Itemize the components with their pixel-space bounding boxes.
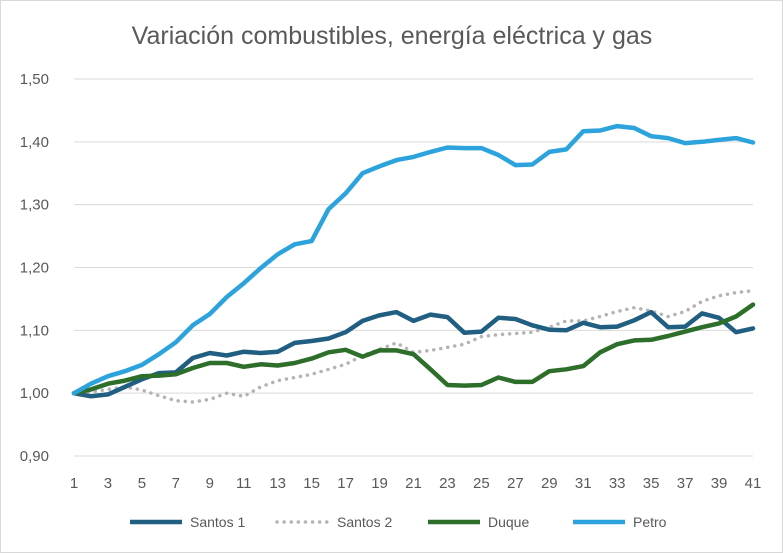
series-line-duque [71,302,756,396]
legend: Santos 1 Santos 2 Duque Petro [130,514,667,530]
x-tick-label: 1 [70,475,78,492]
x-tick-label: 3 [104,475,112,492]
y-tick-label: 1,00 [20,385,49,402]
x-tick-label: 19 [371,475,388,492]
x-tick-label: 33 [609,475,626,492]
x-tick-label: 41 [745,475,762,492]
x-tick-label: 15 [303,475,320,492]
legend-label: Santos 1 [190,514,245,530]
chart-title: Variación combustibles, energía eléctric… [132,22,653,50]
series-line-santos-1 [71,309,756,399]
legend-label: Petro [633,514,667,530]
y-tick-label: 1,50 [20,71,49,88]
x-tick-label: 25 [473,475,490,492]
x-tick-label: 31 [575,475,592,492]
x-tick-label: 13 [269,475,286,492]
x-tick-label: 7 [172,475,180,492]
x-tick-label: 5 [138,475,146,492]
y-axis-ticks: 0,90 1,00 1,10 1,20 1,30 1,40 1,50 [20,71,49,465]
x-tick-label: 37 [677,475,694,492]
x-tick-label: 21 [405,475,422,492]
legend-label: Duque [488,514,529,530]
x-tick-label: 39 [711,475,728,492]
x-tick-label: 23 [439,475,456,492]
x-tick-label: 11 [236,475,252,492]
y-tick-label: 1,40 [20,134,49,151]
y-tick-label: 0,90 [20,448,49,465]
x-tick-label: 35 [643,475,660,492]
x-axis-ticks: 1 3 5 7 9 11 13 15 17 19 21 23 25 27 29 31 33 35 37 39 41 [70,475,762,492]
x-tick-label: 17 [337,475,354,492]
legend-label: Santos 2 [337,514,392,530]
x-tick-label: 29 [541,475,558,492]
x-tick-label: 9 [206,475,214,492]
y-tick-label: 1,10 [20,322,49,339]
series-lines [71,123,756,404]
x-tick-label: 27 [507,475,524,492]
series-line-santos-2 [72,288,755,404]
y-tick-label: 1,20 [20,260,49,277]
series-line-petro [71,123,756,396]
y-tick-label: 1,30 [20,197,49,214]
